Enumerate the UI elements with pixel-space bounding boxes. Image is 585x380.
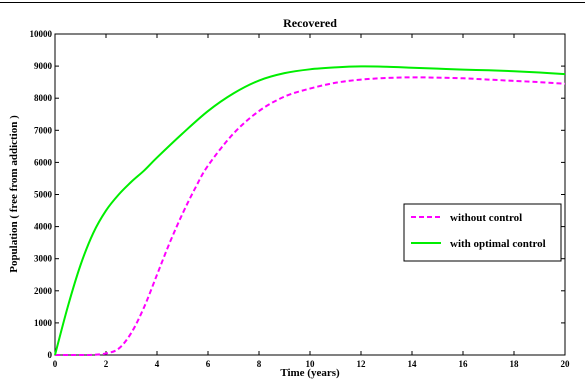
y-tick-label: 5000 bbox=[34, 190, 53, 200]
series-line-without-control bbox=[54, 76, 566, 357]
x-tick-label: 8 bbox=[257, 359, 262, 369]
legend: without control with optimal control bbox=[403, 203, 562, 262]
y-tick-label: 4000 bbox=[34, 222, 53, 232]
series-layer bbox=[54, 65, 566, 357]
x-tick-label: 2 bbox=[104, 359, 109, 369]
x-axis-label: Time (years) bbox=[280, 367, 340, 379]
x-tick-label: 12 bbox=[357, 359, 367, 369]
chart-title: Recovered bbox=[283, 16, 337, 30]
x-tick-label: 0 bbox=[53, 359, 58, 369]
x-tick-label: 4 bbox=[155, 359, 160, 369]
y-tick-label: 9000 bbox=[34, 61, 53, 71]
plot-area bbox=[54, 33, 566, 356]
y-tick-label: 10000 bbox=[30, 29, 53, 39]
legend-label-without-control: without control bbox=[450, 212, 522, 224]
y-tick-label: 6000 bbox=[34, 157, 53, 167]
x-tick-label: 18 bbox=[510, 359, 520, 369]
y-tick-label: 7000 bbox=[34, 125, 53, 135]
series-line-with-optimal-control bbox=[54, 65, 566, 356]
y-tick-label: 3000 bbox=[34, 254, 53, 264]
y-tick-label: 0 bbox=[48, 350, 53, 360]
x-axis-ticks: 0 2 4 6 8 10 12 14 16 18 20 bbox=[53, 34, 570, 369]
x-tick-label: 10 bbox=[306, 359, 316, 369]
y-tick-label: 2000 bbox=[34, 286, 53, 296]
x-tick-label: 14 bbox=[408, 359, 418, 369]
y-axis-ticks: 0 1000 2000 3000 4000 5000 6000 7000 8000 9000 100… bbox=[30, 29, 565, 360]
x-tick-label: 6 bbox=[206, 359, 211, 369]
legend-box bbox=[403, 203, 562, 262]
top-rule bbox=[0, 2, 585, 3]
x-tick-label: 20 bbox=[561, 359, 571, 369]
y-tick-label: 8000 bbox=[34, 93, 53, 103]
x-tick-label: 16 bbox=[459, 359, 469, 369]
y-tick-label: 1000 bbox=[34, 318, 53, 328]
legend-label-with-optimal-control: with optimal control bbox=[450, 238, 546, 250]
y-axis-label: Population ( free from addiction ) bbox=[8, 115, 20, 273]
